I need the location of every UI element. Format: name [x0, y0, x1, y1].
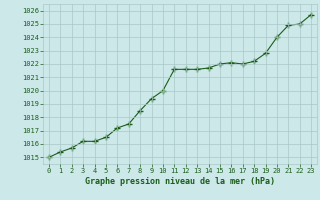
- X-axis label: Graphe pression niveau de la mer (hPa): Graphe pression niveau de la mer (hPa): [85, 177, 275, 186]
